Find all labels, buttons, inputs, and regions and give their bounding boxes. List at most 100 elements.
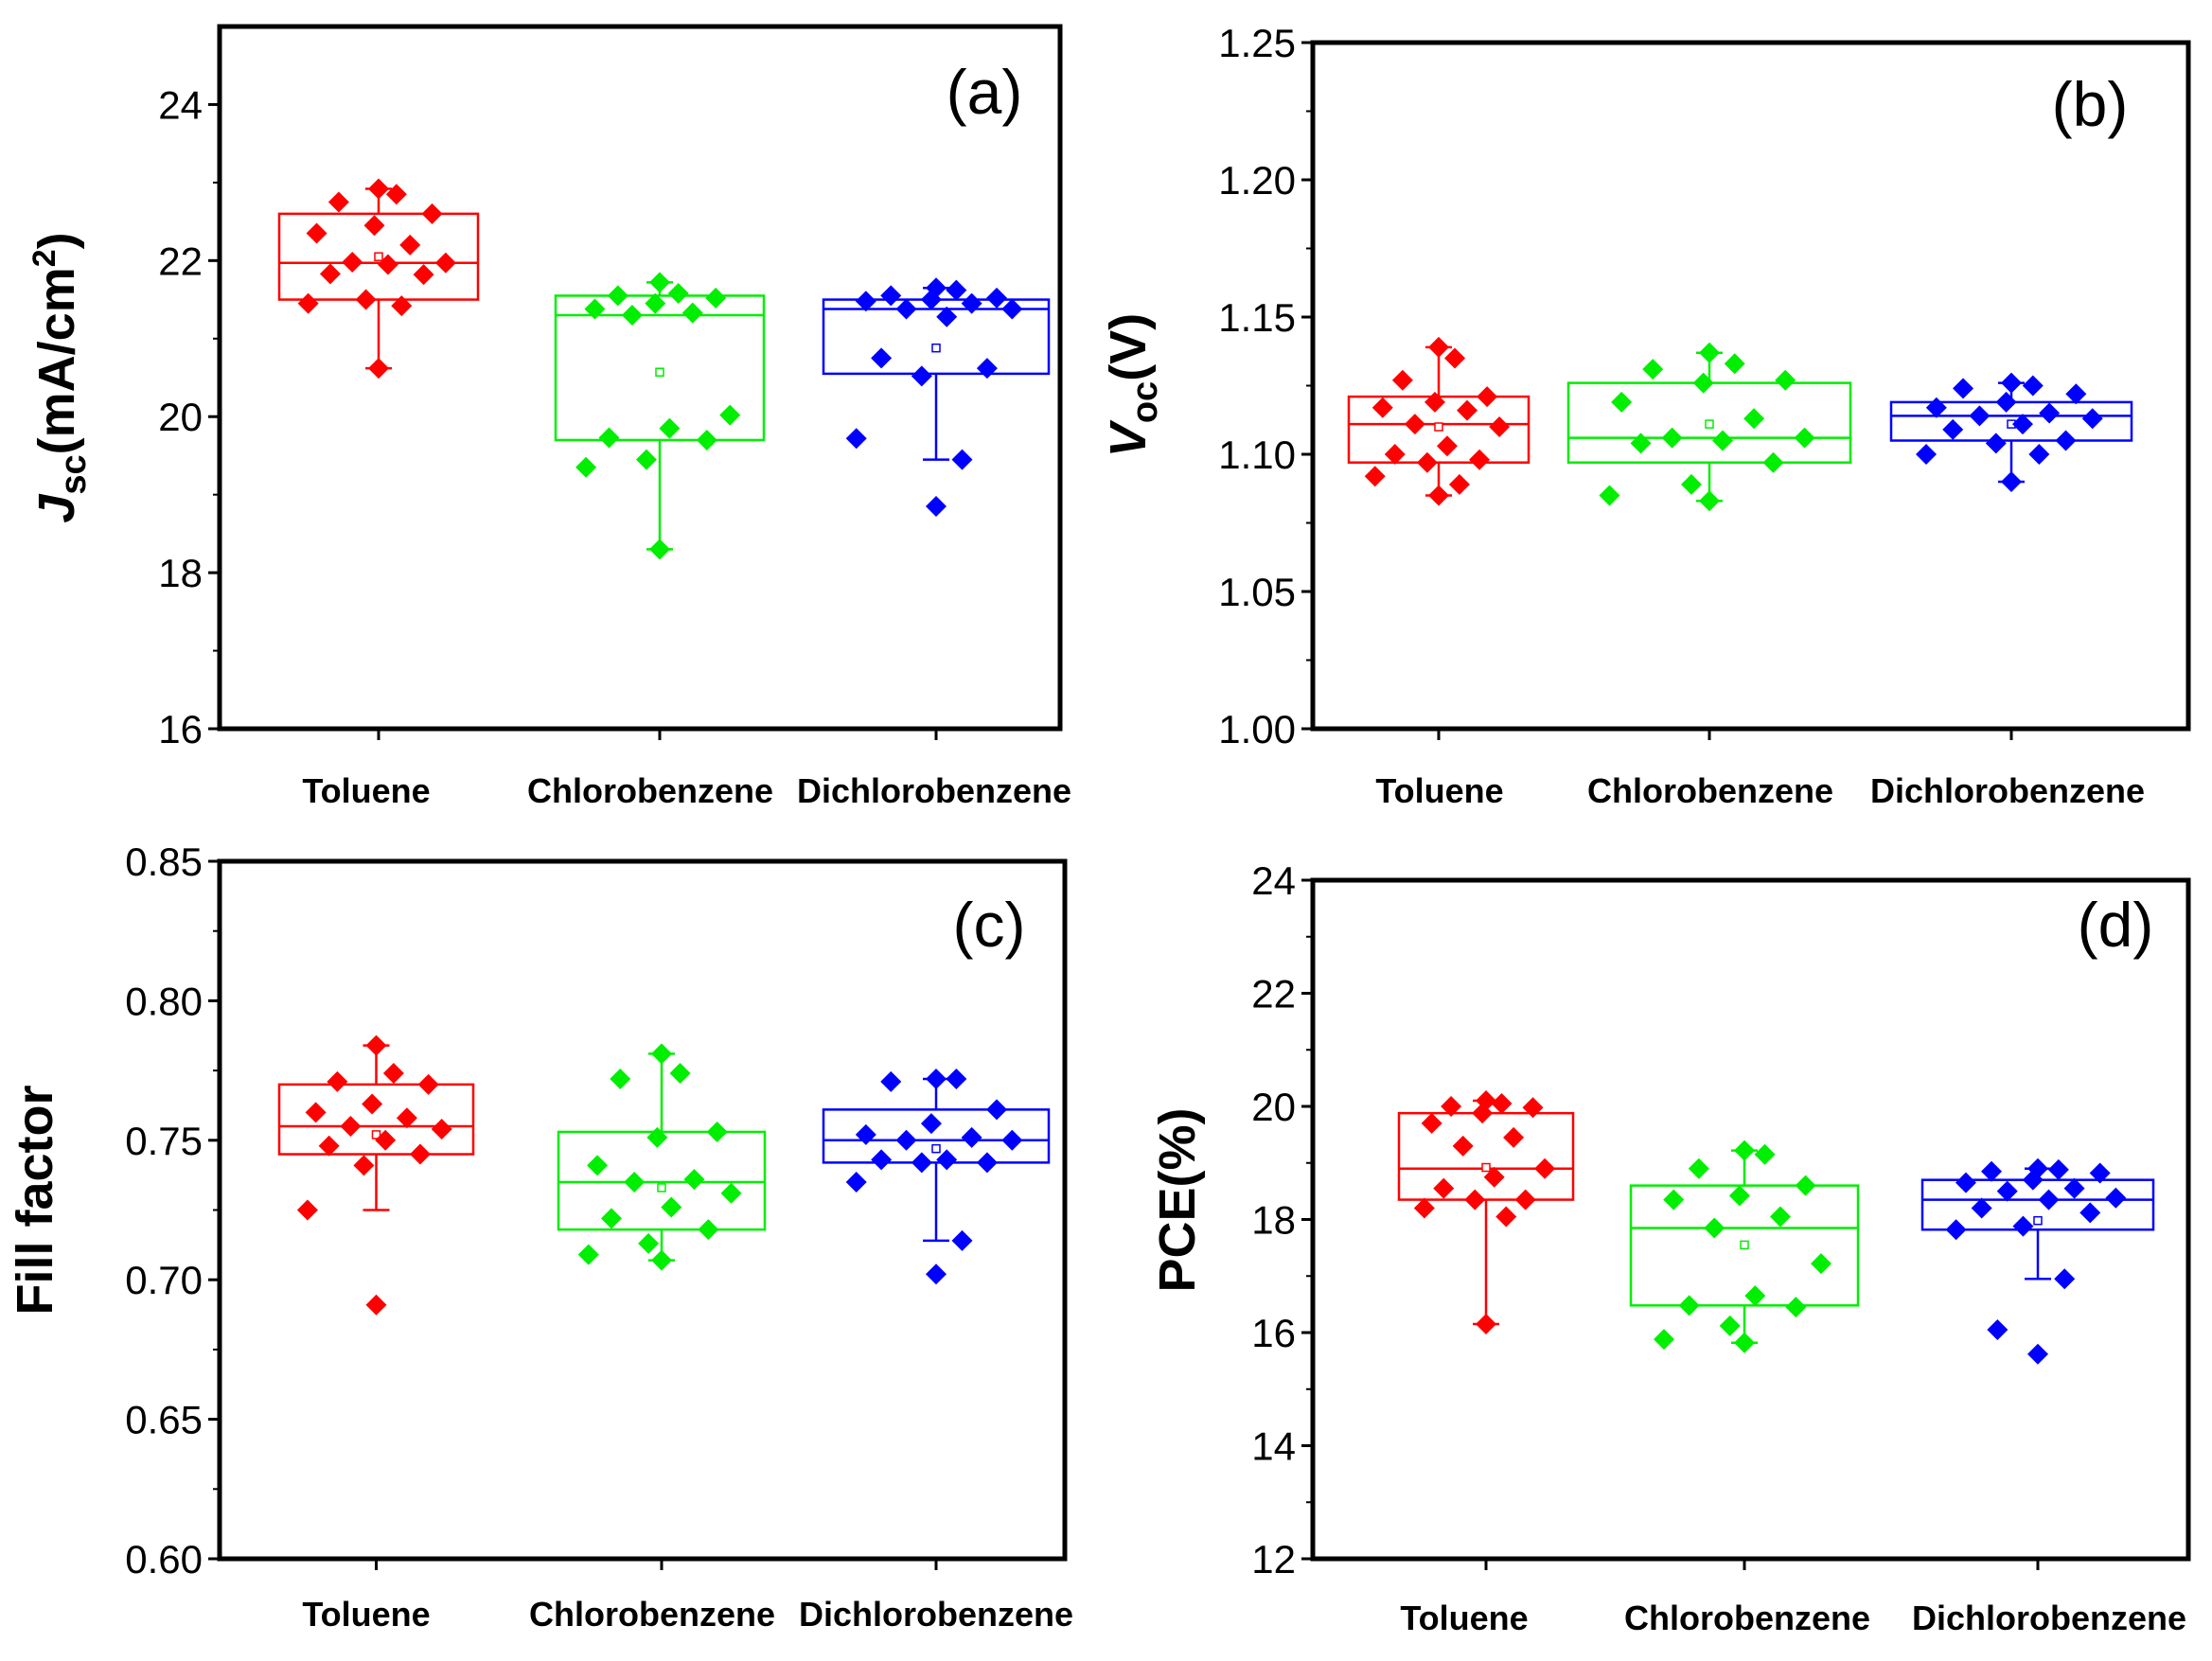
panel-label: (d) — [2078, 890, 2154, 960]
box-chlorobenzene — [1629, 1140, 1860, 1353]
data-point — [385, 184, 407, 205]
chart-panel-1: 16 18 20 22 24 Toluene Chlorobenzene Dichlorobe… — [27, 24, 1071, 810]
x-category-label: Chlorobenzene — [1587, 771, 1833, 810]
data-point — [297, 292, 319, 314]
data-point — [2012, 1215, 2034, 1237]
data-point — [1391, 369, 1413, 391]
data-point — [1981, 1160, 2003, 1182]
data-point — [986, 1099, 1008, 1121]
data-point — [926, 496, 947, 518]
data-point — [2028, 444, 2050, 465]
y-axis-title: Voc(V) — [1100, 313, 1165, 457]
y-tick-label: 1.25 — [1218, 21, 1296, 65]
data-point — [431, 1119, 452, 1140]
data-point — [2105, 1187, 2127, 1209]
data-point — [667, 282, 689, 304]
y-tick-label: 24 — [158, 82, 203, 127]
x-category-label: Toluene — [1400, 1599, 1528, 1637]
data-point — [1769, 1206, 1791, 1228]
data-point — [362, 1093, 383, 1115]
box-iqr — [277, 1083, 475, 1156]
data-point — [391, 295, 413, 317]
data-point — [434, 252, 456, 274]
data-point — [1491, 1093, 1513, 1115]
data-point — [1719, 1315, 1741, 1336]
data-point — [2055, 430, 2077, 451]
data-point — [1699, 342, 1720, 363]
panel-label: (a) — [947, 57, 1023, 127]
data-point — [1413, 1197, 1435, 1219]
data-point — [1448, 473, 1470, 495]
mean-marker — [931, 343, 941, 353]
data-point — [1464, 1189, 1486, 1210]
data-point — [1810, 1253, 1832, 1275]
y-tick-label: 22 — [1251, 972, 1296, 1016]
data-point — [719, 404, 741, 426]
data-point — [365, 1294, 387, 1316]
data-point — [1754, 1143, 1776, 1165]
data-point — [976, 1152, 998, 1174]
data-point — [911, 365, 932, 387]
data-point — [1495, 1206, 1517, 1228]
data-point — [951, 449, 973, 470]
mean-marker — [657, 1183, 666, 1193]
data-point — [610, 1068, 631, 1089]
data-point — [855, 1123, 876, 1145]
plot-frame — [217, 858, 1068, 1562]
data-point — [1416, 451, 1438, 473]
data-point — [1985, 433, 2007, 454]
panel-label: (b) — [2052, 69, 2129, 139]
data-point — [1734, 1140, 1755, 1161]
box-dichlorobenzene — [1920, 1157, 2155, 1365]
data-point — [318, 1135, 340, 1157]
data-point — [368, 358, 389, 380]
data-point — [1599, 485, 1620, 506]
data-point — [2079, 1202, 2101, 1224]
data-point — [399, 234, 421, 256]
box-iqr — [557, 1130, 767, 1231]
y-axis-unit: (V) — [1100, 313, 1157, 381]
box-toluene — [1347, 336, 1531, 506]
y-tick-label: 18 — [1251, 1198, 1296, 1243]
y-tick-label: 12 — [1251, 1537, 1296, 1581]
mean-marker — [374, 252, 383, 261]
data-point — [638, 1232, 660, 1254]
data-point — [575, 456, 597, 478]
data-point — [696, 429, 717, 451]
mean-marker — [1705, 419, 1714, 429]
data-point — [911, 1152, 932, 1174]
y-tick-label: 20 — [158, 395, 203, 439]
y-tick-label: 0.80 — [125, 979, 203, 1023]
data-point — [635, 449, 657, 470]
data-point — [1995, 391, 2017, 413]
data-point — [2065, 383, 2087, 405]
data-point — [946, 279, 967, 301]
y-axis-title: PCE(%) — [1149, 1107, 1206, 1292]
data-point — [659, 417, 681, 439]
x-category-label: Chlorobenzene — [1624, 1599, 1870, 1637]
data-point — [621, 305, 643, 327]
data-point — [1469, 449, 1491, 470]
data-point — [327, 191, 349, 213]
y-tick-label: 1.15 — [1218, 295, 1296, 340]
data-point — [1436, 435, 1458, 457]
data-point — [920, 289, 942, 310]
data-point — [2054, 1268, 2076, 1290]
x-category-label: Dichlorobenzene — [799, 1595, 1073, 1634]
y-axis-subscript: oc — [1125, 381, 1165, 423]
data-point — [413, 264, 434, 286]
y-tick-label: 1.10 — [1218, 433, 1296, 477]
data-point — [1433, 1177, 1455, 1199]
data-point — [698, 1219, 719, 1241]
data-point — [598, 427, 620, 449]
y-axis-symbol: V — [1100, 419, 1157, 457]
data-point — [1795, 1175, 1816, 1196]
data-point — [1925, 397, 1947, 418]
data-point — [1728, 1185, 1750, 1207]
y-tick-label: 1.00 — [1218, 707, 1296, 751]
y-tick-label: 1.20 — [1218, 158, 1296, 203]
plot-frame — [1310, 40, 2191, 732]
y-axis-title: Fill factor — [7, 1085, 63, 1315]
y-tick-label: 1.05 — [1218, 570, 1296, 614]
data-point — [1945, 1219, 1967, 1241]
